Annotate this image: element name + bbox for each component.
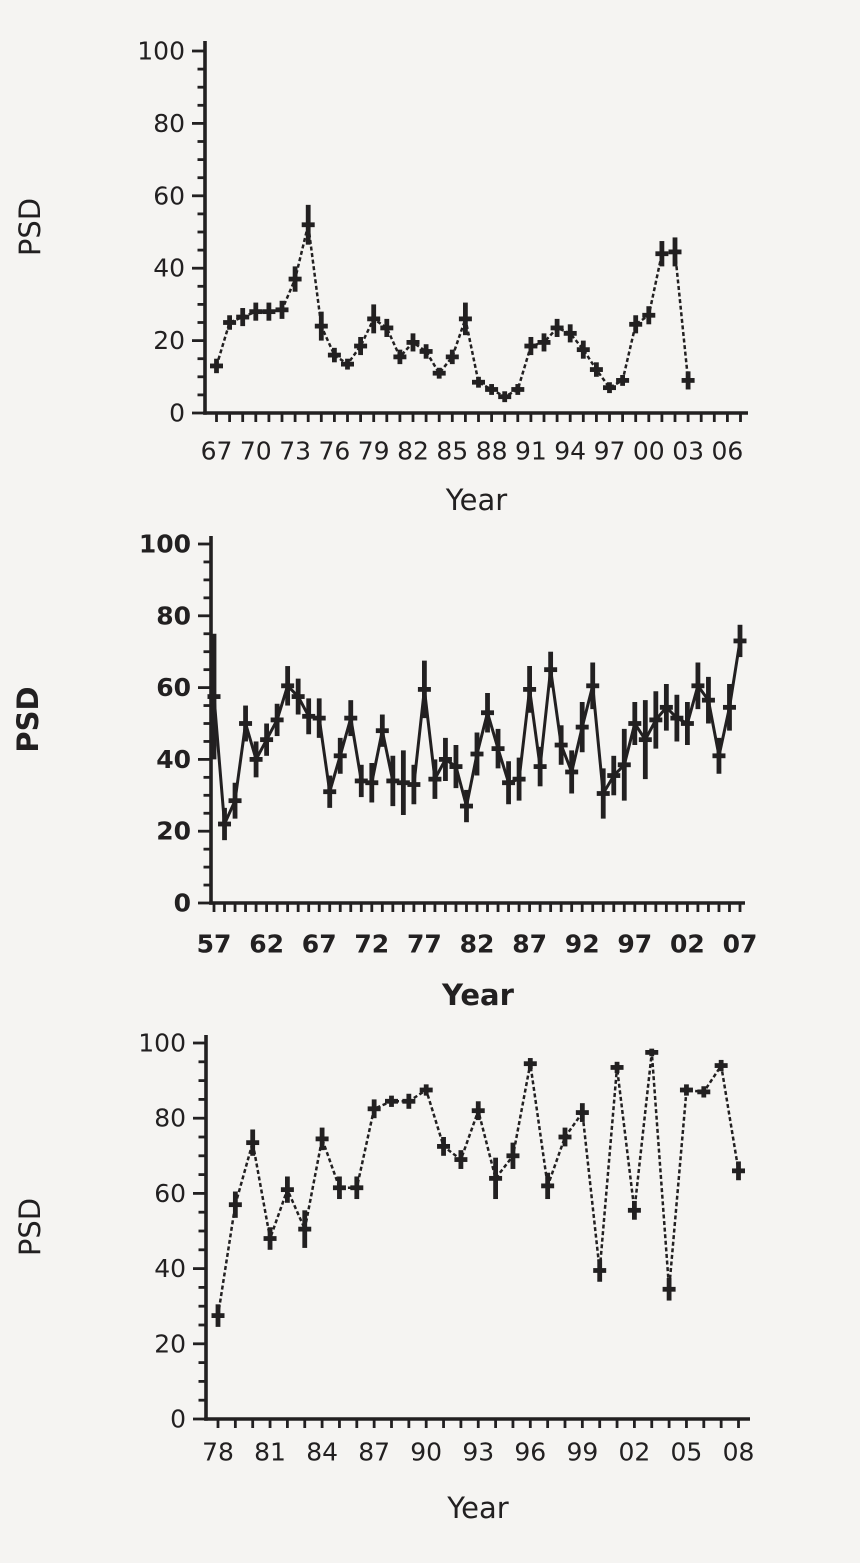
x-tick-label: 99 [566, 1438, 598, 1467]
x-tick-label: 79 [358, 437, 390, 466]
y-tick-label: 60 [156, 673, 191, 702]
chart-middle: 0 20 40 60 80 100 57 62 67 72 77 82 87 92 97 02 07 PSD Yea… [11, 530, 757, 1013]
x-tick-label: 67 [302, 930, 337, 959]
x-tick-label: 96 [514, 1438, 546, 1467]
x-tick-label: 92 [565, 930, 600, 959]
y-tick-label: 40 [154, 1254, 186, 1283]
series-line [216, 1051, 740, 1316]
x-tick-label: 02 [670, 930, 705, 959]
x-tick-label: 78 [202, 1438, 234, 1467]
x-tick-label: 97 [594, 437, 626, 466]
y-tick-label: 60 [153, 181, 185, 210]
x-tick-label: 90 [410, 1438, 442, 1467]
x-tick-label: 85 [436, 437, 468, 466]
x-tick-label: 57 [197, 930, 232, 959]
x-tick-label: 82 [397, 437, 429, 466]
y-tick-label: 80 [153, 109, 185, 138]
chart-bottom: 0 20 40 60 80 100 78 81 84 87 90 93 96 99 02 05 08 PSD Yea… [13, 1029, 754, 1526]
x-tick-label: 00 [633, 437, 665, 466]
x-tick-label: 73 [279, 437, 311, 466]
y-tick-label: 20 [153, 326, 185, 355]
y-axis-title-psd: PSD [13, 198, 47, 256]
y-tick-label: 80 [154, 1104, 186, 1133]
x-tick-label: 93 [462, 1438, 494, 1467]
y-tick-label: 0 [174, 889, 191, 918]
x-tick-label: 07 [723, 930, 758, 959]
y-axis-title-psd: PSD [11, 686, 45, 752]
x-tick-label: 82 [460, 930, 495, 959]
x-tick-label: 84 [306, 1438, 338, 1467]
chart-top: 0 20 40 60 80 100 67 70 73 76 79 82 85 88 91 94 97 00 03 06… [13, 37, 748, 517]
x-tick-label: 94 [554, 437, 586, 466]
series-line [212, 640, 742, 826]
x-tick-label: 97 [617, 930, 652, 959]
x-tick-label: 62 [249, 930, 284, 959]
x-axis-title-year: Year [445, 483, 507, 517]
y-tick-label: 40 [156, 745, 191, 774]
x-axis-title-year: Year [441, 978, 515, 1012]
y-tick-label: 60 [154, 1179, 186, 1208]
y-tick-label: 40 [153, 254, 185, 283]
x-tick-label: 06 [711, 437, 743, 466]
y-tick-label: 80 [156, 601, 191, 630]
y-tick-label: 20 [156, 817, 191, 846]
x-tick-label: 05 [671, 1438, 703, 1467]
y-axis-title-psd: PSD [13, 1198, 47, 1256]
x-tick-label: 03 [672, 437, 704, 466]
x-tick-label: 81 [254, 1438, 286, 1467]
y-tick-label: 100 [138, 1029, 186, 1058]
x-tick-label: 87 [358, 1438, 390, 1467]
x-tick-label: 67 [201, 437, 233, 466]
x-tick-label: 08 [723, 1438, 755, 1467]
y-tick-label: 0 [169, 399, 185, 428]
x-tick-label: 77 [407, 930, 442, 959]
x-tick-label: 02 [618, 1438, 650, 1467]
y-tick-label: 20 [154, 1329, 186, 1358]
x-tick-label: 70 [240, 437, 272, 466]
x-axis-title-year: Year [446, 1491, 508, 1525]
y-tick-label: 100 [137, 37, 185, 66]
x-tick-label: 87 [512, 930, 547, 959]
x-tick-label: 88 [476, 437, 508, 466]
x-tick-label: 91 [515, 437, 547, 466]
x-tick-label: 76 [318, 437, 350, 466]
y-tick-label: 0 [170, 1405, 186, 1434]
y-tick-label: 100 [139, 530, 191, 559]
x-tick-label: 72 [354, 930, 389, 959]
